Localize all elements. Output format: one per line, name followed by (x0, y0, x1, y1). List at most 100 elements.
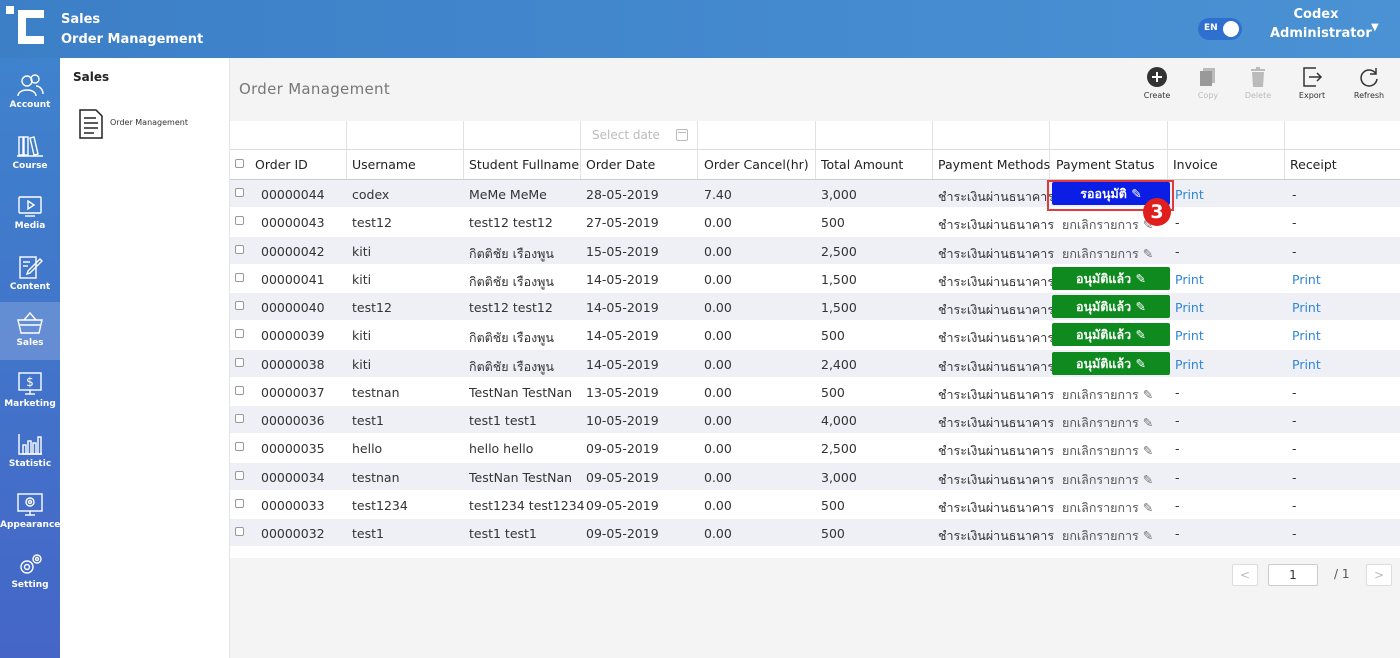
table-row[interactable]: 00000044 codex MeMe MeMe 28-05-2019 7.40 3,00… (230, 180, 1400, 208)
table-row[interactable]: 00000043 test12 test12 test12 27-05-2019 0.0… (230, 208, 1400, 237)
delete-label: Delete (1244, 91, 1272, 100)
table-row[interactable]: 00000037 testnan TestNan TestNan 13-05-2019… (230, 377, 1400, 406)
row-checkbox[interactable] (235, 216, 244, 226)
create-button[interactable]: Create (1134, 66, 1180, 100)
payment-status-cell[interactable]: ยกเลิกรายการ ✎ (1062, 498, 1153, 518)
delete-button[interactable]: Delete (1235, 66, 1281, 100)
invoice-print-link[interactable]: Print (1175, 356, 1204, 372)
edit-pencil-icon[interactable]: ✎ (1138, 499, 1154, 515)
edit-pencil-icon[interactable]: ✎ (1138, 386, 1154, 402)
edit-pencil-icon[interactable]: ✎ (1138, 415, 1154, 430)
export-button[interactable]: Export (1289, 66, 1335, 100)
row-checkbox[interactable] (235, 442, 244, 452)
edit-pencil-icon[interactable]: ✎ (1138, 528, 1154, 543)
column-header-order-id[interactable]: Order ID (255, 157, 308, 172)
table-row[interactable]: 00000033 test1234 test1234 test1234 09-05-2… (230, 490, 1400, 519)
column-header-payment-methods[interactable]: Payment Methods (938, 157, 1051, 172)
row-checkbox[interactable] (235, 329, 244, 339)
payment-status-cell[interactable]: ยกเลิกรายการ ✎ (1062, 244, 1153, 264)
invoice-print-link[interactable]: Print (1175, 300, 1204, 315)
table-row[interactable]: 00000041 kiti กิตติชัย เรืองพูน 14-05-2019 0… (230, 264, 1400, 293)
calendar-icon[interactable] (676, 129, 688, 141)
row-checkbox[interactable] (235, 385, 244, 395)
payment-status-cell[interactable]: ยกเลิกรายการ ✎ (1062, 441, 1153, 461)
row-checkbox[interactable] (235, 470, 244, 480)
order-date-cell: 14-05-2019 (586, 300, 659, 315)
invoice-print-link[interactable]: Print (1175, 187, 1204, 202)
username-cell: test1234 (352, 497, 408, 513)
user-menu-caret-icon[interactable]: ▼ (1371, 22, 1379, 33)
payment-status-cell[interactable]: ยกเลิกรายการ ✎ (1062, 385, 1153, 405)
payment-status-button[interactable]: อนุมัติแล้ว ✎ (1052, 295, 1170, 318)
edit-pencil-icon[interactable]: ✎ (1138, 443, 1154, 459)
row-checkbox[interactable] (235, 357, 244, 367)
receipt-print-link[interactable]: Print (1292, 300, 1321, 315)
language-toggle[interactable]: EN (1198, 18, 1242, 40)
sidebar-item-course[interactable]: Course (0, 125, 60, 183)
date-filter-input[interactable]: Select date (592, 128, 660, 142)
column-header-username[interactable]: Username (352, 157, 416, 172)
next-page-button[interactable]: > (1366, 564, 1392, 586)
row-checkbox[interactable] (235, 527, 244, 536)
subnav-item-order-management[interactable]: Order Management (78, 108, 218, 142)
column-header-order-cancel[interactable]: Order Cancel(hr) (704, 157, 809, 172)
receipt-print-link[interactable]: Print (1292, 328, 1321, 344)
prev-page-button[interactable]: < (1232, 564, 1258, 586)
sidebar-item-statistic[interactable]: Statistic (0, 423, 60, 481)
order-id-cell: 00000041 (261, 271, 325, 287)
receipt-print-link[interactable]: Print (1292, 356, 1321, 372)
table-row[interactable]: 00000034 testnan TestNan TestNan 09-05-2019… (230, 462, 1400, 491)
table-row[interactable]: 00000036 test1 test1 test1 10-05-2019 0.00 4,… (230, 406, 1400, 434)
table-row[interactable]: 00000038 kiti กิตติชัย เรืองพูน 14-05-2019 0… (230, 349, 1400, 378)
payment-status-button[interactable]: อนุมัติแล้ว ✎ (1052, 323, 1170, 347)
sidebar-item-marketing[interactable]: $ Marketing (0, 363, 60, 421)
table-row[interactable]: 00000040 test12 test12 test12 14-05-2019 0.0… (230, 293, 1400, 321)
refresh-button[interactable]: Refresh (1346, 66, 1392, 100)
select-all-checkbox[interactable] (235, 159, 244, 168)
page-number-input[interactable]: 1 (1268, 564, 1318, 586)
payment-status-button[interactable]: รออนุมัติ ✎ (1052, 182, 1170, 205)
row-checkbox[interactable] (235, 272, 244, 282)
sidebar-item-content[interactable]: Content (0, 246, 60, 304)
column-header-payment-status[interactable]: Payment Status (1056, 157, 1155, 172)
user-name[interactable]: Codex (1293, 7, 1339, 22)
sidebar-item-setting[interactable]: Setting (0, 544, 60, 602)
column-header-receipt[interactable]: Receipt (1290, 157, 1337, 172)
invoice-print-link[interactable]: Print (1175, 271, 1204, 287)
edit-pencil-icon[interactable]: ✎ (1138, 471, 1154, 487)
app-logo-icon[interactable] (6, 6, 46, 48)
column-header-total-amount[interactable]: Total Amount (821, 157, 904, 172)
copy-button[interactable]: Copy (1185, 66, 1231, 100)
sidebar-item-account[interactable]: Account (0, 64, 60, 122)
edit-pencil-icon[interactable]: ✎ (1138, 245, 1154, 261)
payment-status-cell[interactable]: ยกเลิกรายการ ✎ (1062, 215, 1153, 235)
row-checkbox[interactable] (235, 498, 244, 508)
order-date-cell: 27-05-2019 (586, 215, 659, 231)
table-row[interactable]: 00000035 hello hello hello 09-05-2019 0.00 2,… (230, 434, 1400, 463)
sidebar-item-sales[interactable]: Sales (0, 302, 60, 360)
row-checkbox[interactable] (235, 414, 244, 423)
payment-status-button[interactable]: อนุมัติแล้ว ✎ (1052, 266, 1170, 290)
sidebar-item-appearance[interactable]: Appearance (0, 484, 60, 542)
edit-pencil-icon[interactable]: ✎ (1138, 217, 1154, 233)
invoice-print-link[interactable]: Print (1175, 328, 1204, 344)
payment-status-cell[interactable]: ยกเลิกรายการ ✎ (1062, 526, 1153, 546)
fullname-cell: กิตติชัย เรืองพูน (469, 245, 554, 261)
column-header-fullname[interactable]: Student Fullname (469, 157, 580, 172)
user-role[interactable]: Administrator (1270, 26, 1372, 41)
receipt-print-link[interactable]: Print (1292, 271, 1321, 287)
column-header-invoice[interactable]: Invoice (1173, 157, 1218, 172)
row-checkbox[interactable] (235, 244, 244, 254)
payment-status-cell[interactable]: ยกเลิกรายการ ✎ (1062, 413, 1153, 433)
column-header-order-date[interactable]: Order Date (586, 157, 656, 172)
col-divider (580, 121, 581, 149)
table-row[interactable]: 00000042 kiti กิตติชัย เรืองพูน 15-05-2019 0… (230, 236, 1400, 265)
sidebar-item-media[interactable]: Media (0, 185, 60, 243)
row-checkbox[interactable] (235, 301, 244, 310)
payment-status-cell[interactable]: ยกเลิกรายการ ✎ (1062, 470, 1153, 490)
table-row[interactable]: 00000039 kiti กิตติชัย เรืองพูน 14-05-2019 0… (230, 321, 1400, 350)
payment-status-button[interactable]: อนุมัติแล้ว ✎ (1052, 351, 1170, 375)
fullname-cell: TestNan TestNan (469, 384, 573, 400)
table-row[interactable]: 00000032 test1 test1 test1 09-05-2019 0.00 50… (230, 519, 1400, 547)
row-checkbox[interactable] (235, 188, 244, 197)
